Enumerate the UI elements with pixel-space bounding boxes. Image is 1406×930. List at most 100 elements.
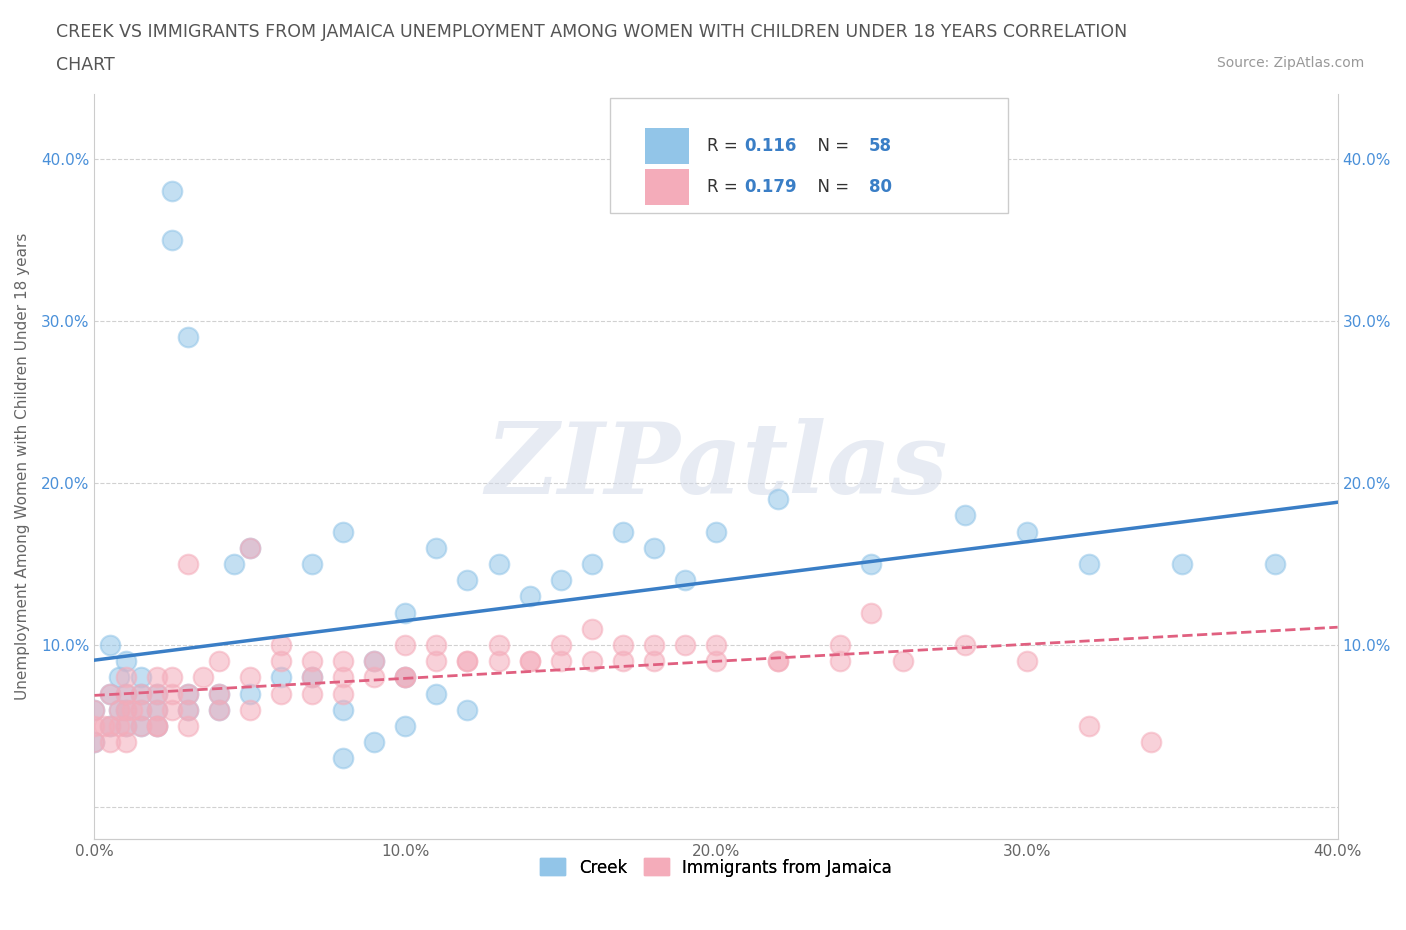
Point <box>239 702 262 717</box>
Point <box>83 735 105 750</box>
Point <box>270 637 292 652</box>
Text: N =: N = <box>807 179 855 196</box>
Point <box>208 654 231 669</box>
Point <box>394 719 416 734</box>
FancyBboxPatch shape <box>645 169 689 206</box>
Point <box>766 654 789 669</box>
Point <box>301 556 323 571</box>
Point <box>129 686 152 701</box>
Point <box>208 686 231 701</box>
Point <box>270 686 292 701</box>
Point <box>581 556 603 571</box>
Point <box>394 670 416 684</box>
Point <box>114 654 136 669</box>
Point <box>129 686 152 701</box>
Point <box>160 184 183 199</box>
Point <box>550 637 572 652</box>
Point <box>145 686 167 701</box>
Point <box>129 702 152 717</box>
Point <box>208 702 231 717</box>
Point <box>363 670 385 684</box>
Text: R =: R = <box>707 138 744 155</box>
Point <box>488 637 510 652</box>
Point <box>160 686 183 701</box>
Point <box>673 573 696 588</box>
Point <box>456 702 478 717</box>
Point <box>1140 735 1163 750</box>
Point <box>177 686 200 701</box>
Point <box>177 556 200 571</box>
Point <box>83 702 105 717</box>
Point <box>129 702 152 717</box>
Point <box>1171 556 1194 571</box>
Text: R =: R = <box>707 179 744 196</box>
Point <box>224 556 246 571</box>
Point <box>114 670 136 684</box>
Point <box>488 556 510 571</box>
Point <box>160 232 183 247</box>
Point <box>121 702 143 717</box>
Point <box>1015 525 1038 539</box>
Point <box>145 719 167 734</box>
Text: CHART: CHART <box>56 56 115 73</box>
Point <box>766 492 789 507</box>
Point <box>363 735 385 750</box>
Text: CREEK VS IMMIGRANTS FROM JAMAICA UNEMPLOYMENT AMONG WOMEN WITH CHILDREN UNDER 18: CREEK VS IMMIGRANTS FROM JAMAICA UNEMPLO… <box>56 23 1128 41</box>
Point <box>129 719 152 734</box>
Point <box>550 573 572 588</box>
Point <box>332 525 354 539</box>
Text: 0.116: 0.116 <box>745 138 797 155</box>
Point <box>145 719 167 734</box>
Point <box>830 654 852 669</box>
Point <box>363 654 385 669</box>
Point <box>114 735 136 750</box>
Point <box>98 719 121 734</box>
Point <box>98 686 121 701</box>
Point <box>83 702 105 717</box>
Point <box>425 540 447 555</box>
Point <box>581 654 603 669</box>
Point <box>83 735 105 750</box>
Point <box>332 670 354 684</box>
Point <box>108 719 131 734</box>
Point <box>114 686 136 701</box>
Y-axis label: Unemployment Among Women with Children Under 18 years: Unemployment Among Women with Children U… <box>15 233 30 700</box>
Point <box>177 702 200 717</box>
Point <box>891 654 914 669</box>
FancyBboxPatch shape <box>645 128 689 164</box>
Point <box>160 670 183 684</box>
Point <box>129 719 152 734</box>
Point <box>129 670 152 684</box>
Point <box>394 670 416 684</box>
Point <box>332 702 354 717</box>
Point <box>160 702 183 717</box>
Point <box>1078 556 1101 571</box>
Point <box>643 540 665 555</box>
Point <box>1264 556 1286 571</box>
Point <box>519 654 541 669</box>
Point <box>1015 654 1038 669</box>
Point <box>93 719 115 734</box>
Point <box>98 637 121 652</box>
Point <box>301 670 323 684</box>
Point <box>98 719 121 734</box>
Point <box>550 654 572 669</box>
Point <box>860 605 883 620</box>
Point <box>704 525 727 539</box>
Point <box>860 556 883 571</box>
Point <box>145 686 167 701</box>
Point <box>145 702 167 717</box>
Point <box>673 637 696 652</box>
Point <box>581 621 603 636</box>
Point <box>1078 719 1101 734</box>
Point <box>332 654 354 669</box>
Point <box>488 654 510 669</box>
Point <box>612 637 634 652</box>
Point <box>766 654 789 669</box>
Point <box>394 670 416 684</box>
Point <box>145 719 167 734</box>
Point <box>456 573 478 588</box>
Point <box>953 637 976 652</box>
Point <box>612 654 634 669</box>
Point <box>208 702 231 717</box>
